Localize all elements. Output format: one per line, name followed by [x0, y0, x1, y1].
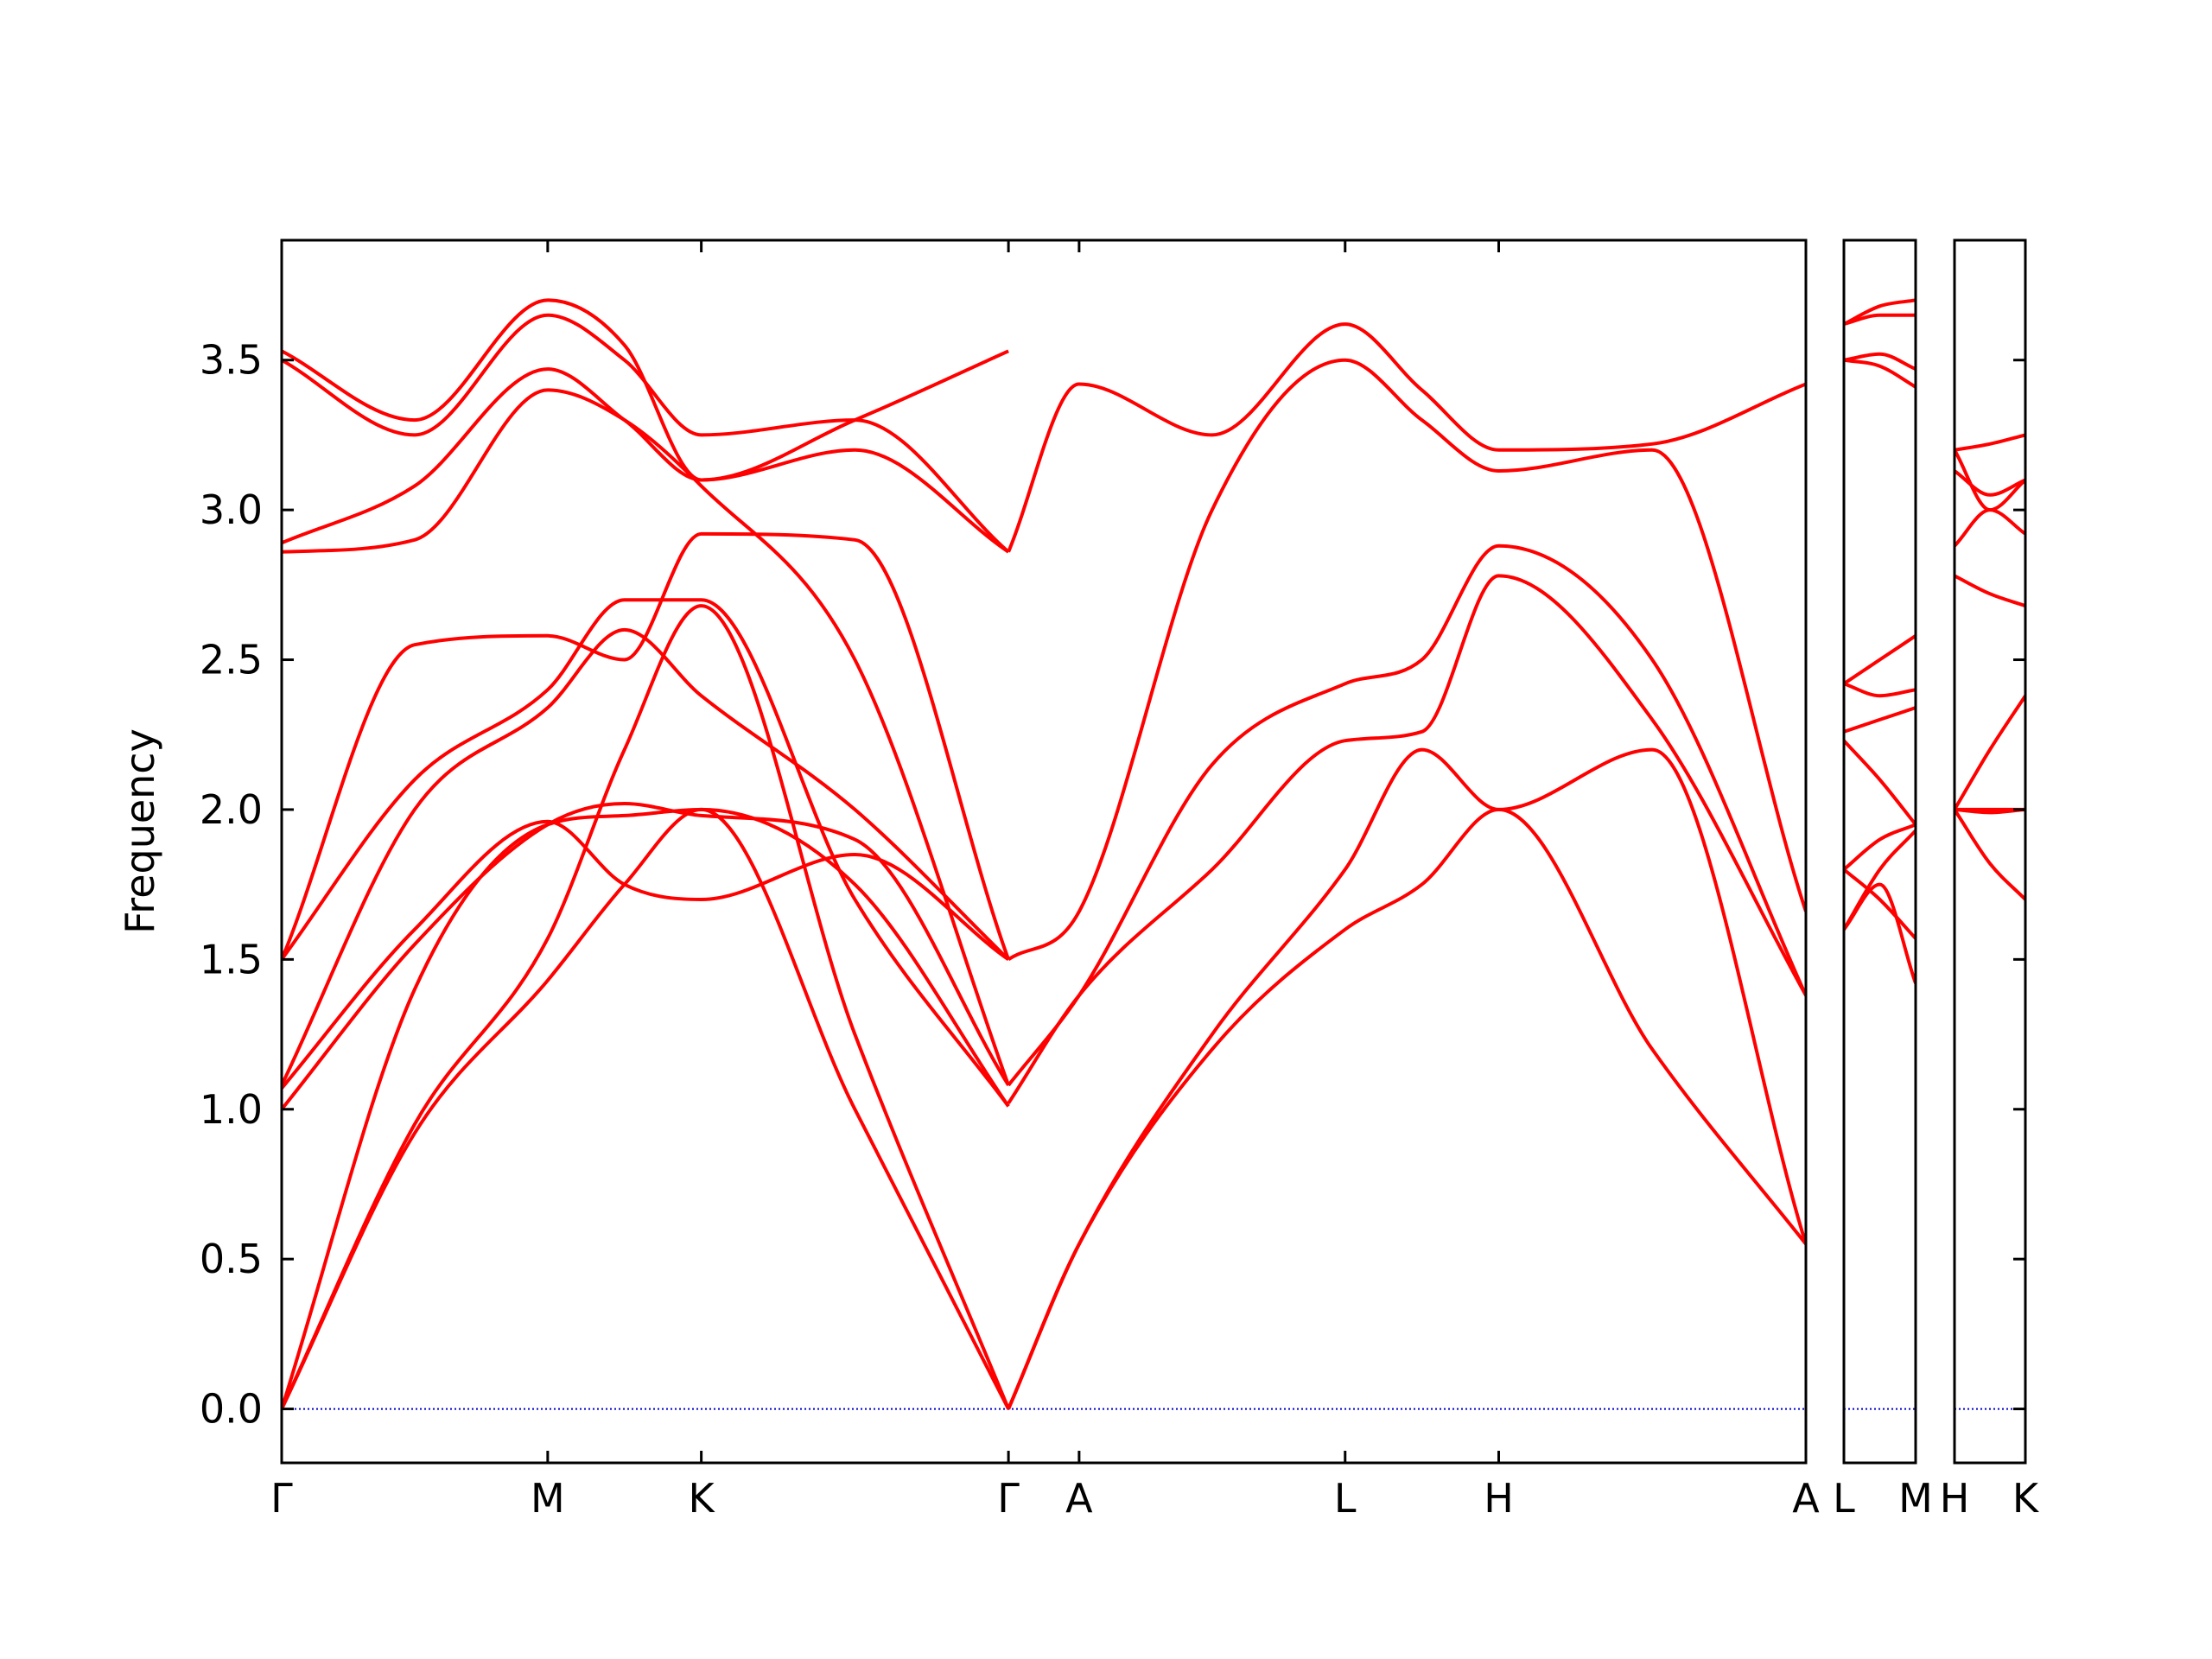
band-line-5 [1844, 739, 1916, 826]
x-tick-label: M [531, 1475, 565, 1522]
x-tick-label: K [2012, 1475, 2040, 1522]
x-tick-label: H [1940, 1475, 1970, 1522]
band-line-12 [282, 298, 1009, 482]
bands [1955, 433, 2025, 901]
band-line-8 [1844, 634, 1916, 685]
x-tick-label: M [1898, 1475, 1933, 1522]
bands [282, 298, 1806, 1410]
band-line-6 [282, 627, 1010, 1086]
y-tick-label: 3.5 [200, 337, 263, 384]
band-line-4 [282, 802, 1010, 1111]
bands [1844, 298, 1916, 984]
y-tick-label: 2.5 [200, 637, 263, 683]
band-line-7 [282, 598, 1010, 1108]
band-line-14 [1007, 747, 1806, 1410]
x-tick-label: A [1792, 1475, 1820, 1522]
band-line-4 [1955, 695, 2025, 810]
panel-frame [1842, 238, 1917, 1465]
band-line-6 [1844, 706, 1916, 734]
band-line-2 [1844, 882, 1916, 984]
band-line-4 [1844, 823, 1916, 871]
band-line-8 [1955, 448, 2025, 512]
panel-frame [1953, 238, 2027, 1465]
x-tick-label: L [1334, 1475, 1357, 1522]
x-tick-label: A [1065, 1475, 1093, 1522]
band-line-2 [282, 604, 1010, 1410]
band-line-7 [1955, 469, 2025, 497]
band-line-18 [1007, 322, 1806, 553]
x-tick-label: Γ [270, 1475, 293, 1522]
band-line-7 [1844, 682, 1916, 698]
band-line-17 [1007, 358, 1806, 962]
band-line-16 [1007, 543, 1806, 1087]
y-tick-label: 0.0 [200, 1386, 263, 1433]
band-line-12 [1844, 298, 1916, 326]
y-tick-label: 3.0 [200, 486, 263, 533]
panel-frame [280, 238, 1808, 1465]
y-tick-label: 0.5 [200, 1236, 263, 1282]
band-line-11 [1844, 313, 1916, 327]
band-line-3 [282, 807, 1010, 1410]
panel-1: 0.00.51.01.52.02.53.03.5Γ M K Γ A L H A [200, 238, 1820, 1522]
band-line-8 [282, 531, 1010, 961]
band-line-9 [282, 388, 1010, 1086]
x-tick-label: H [1484, 1475, 1514, 1522]
band-line-3 [1844, 868, 1916, 940]
band-line-9 [1844, 358, 1916, 389]
band-line-6 [1955, 508, 2025, 548]
band-line-1 [1955, 808, 2025, 901]
x-tick-label: L [1833, 1475, 1855, 1522]
band-line-10 [282, 367, 1010, 554]
band-line-13 [1007, 807, 1806, 1410]
band-line-5 [282, 819, 1010, 1090]
y-tick-label: 1.0 [200, 1086, 263, 1133]
y-tick-label: 2.0 [200, 786, 263, 833]
y-axis-label: Frequency [117, 728, 163, 934]
band-line-11 [282, 313, 1010, 554]
band-line-15 [1007, 574, 1806, 1104]
band-line-9 [1955, 433, 2025, 452]
x-tick-label: Γ [997, 1475, 1020, 1522]
x-tick-label: K [689, 1475, 716, 1522]
y-tick-label: 1.5 [200, 936, 263, 982]
band-line-5 [1955, 574, 2025, 607]
band-line-10 [1844, 352, 1916, 371]
band-line-1 [282, 807, 1010, 1410]
panels-layer: 0.00.51.01.52.02.53.03.5Γ M K Γ A L H A L M H K [200, 238, 2040, 1522]
